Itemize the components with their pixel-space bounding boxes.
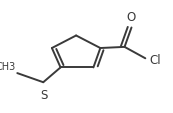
Text: O: O — [127, 11, 136, 24]
Text: S: S — [40, 89, 48, 102]
Text: Cl: Cl — [150, 53, 161, 66]
Text: CH3: CH3 — [0, 61, 16, 71]
